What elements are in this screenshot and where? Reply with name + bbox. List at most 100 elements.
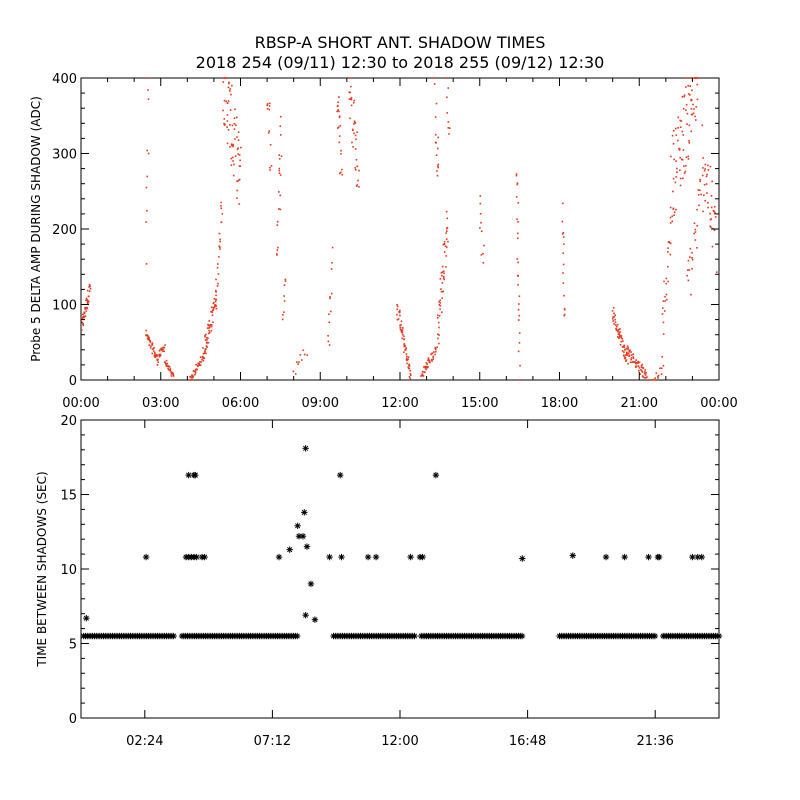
top-data-point xyxy=(216,263,219,265)
baseline-point xyxy=(715,632,723,640)
top-data-point xyxy=(218,246,221,249)
top-data-point xyxy=(238,178,241,181)
top-data-point xyxy=(276,249,279,251)
top-data-point xyxy=(220,201,222,204)
top-data-point xyxy=(430,353,432,356)
top-data-point xyxy=(268,130,271,132)
top-data-point xyxy=(663,310,666,312)
top-data-point xyxy=(203,352,205,355)
top-data-point xyxy=(640,369,642,371)
top-data-point xyxy=(483,244,485,247)
top-data-point xyxy=(350,85,352,88)
top-data-point xyxy=(354,167,357,169)
top-data-point xyxy=(665,293,668,296)
top-data-point xyxy=(427,357,430,359)
top-data-point xyxy=(198,364,201,366)
top-data-point xyxy=(217,282,219,285)
top-data-point xyxy=(279,115,282,118)
top-data-point xyxy=(519,364,521,367)
top-data-point xyxy=(279,194,282,197)
top-data-point xyxy=(399,328,402,331)
top-data-point xyxy=(669,253,672,256)
top-data-point xyxy=(234,155,237,157)
top-data-point xyxy=(431,360,433,362)
top-data-point xyxy=(338,141,341,144)
top-data-point xyxy=(635,366,637,368)
top-data-point xyxy=(613,316,616,318)
top-data-point xyxy=(408,363,411,366)
top-data-point xyxy=(696,224,698,227)
top-data-point xyxy=(213,301,215,304)
top-data-point xyxy=(233,122,236,125)
top-data-point xyxy=(663,280,665,283)
top-data-point xyxy=(644,369,646,371)
top-data-point xyxy=(338,116,341,119)
top-data-point xyxy=(195,363,197,366)
top-data-point xyxy=(696,77,698,79)
top-data-point xyxy=(162,346,165,349)
top-data-point xyxy=(233,128,236,130)
top-data-point xyxy=(423,366,425,368)
top-data-point xyxy=(651,379,654,381)
top-data-point xyxy=(219,238,221,241)
top-data-point xyxy=(713,205,716,208)
top-data-point xyxy=(679,177,682,180)
top-data-point xyxy=(147,152,150,155)
top-data-point xyxy=(432,351,435,353)
top-data-point xyxy=(637,360,639,363)
top-data-point xyxy=(170,371,172,373)
top-data-point xyxy=(445,255,448,257)
top-data-point xyxy=(215,298,218,301)
top-data-point xyxy=(710,195,713,197)
bottom-data-point xyxy=(83,614,90,622)
top-data-point xyxy=(158,354,160,356)
top-data-point xyxy=(437,165,439,168)
top-data-point xyxy=(284,280,287,282)
top-data-point xyxy=(358,169,360,172)
top-plot-frame xyxy=(80,77,720,381)
top-data-point xyxy=(204,350,206,353)
top-data-point xyxy=(700,193,702,196)
top-data-point xyxy=(694,239,697,241)
top-x-tick-label: 18:00 xyxy=(541,396,578,411)
top-data-point xyxy=(208,326,211,329)
top-data-point xyxy=(424,366,426,369)
top-data-point xyxy=(435,348,437,351)
top-data-point xyxy=(614,321,617,323)
top-data-point xyxy=(165,359,168,362)
top-data-point xyxy=(327,340,330,343)
top-data-point xyxy=(215,307,218,310)
top-data-point xyxy=(632,357,635,360)
top-data-point xyxy=(563,308,566,311)
top-data-point xyxy=(517,308,520,311)
top-data-point xyxy=(152,350,155,352)
top-data-point xyxy=(642,367,645,369)
bottom-x-tick-label: 02:24 xyxy=(126,734,163,749)
top-data-point xyxy=(690,113,693,116)
bottom-axes: 02:24 07:12 12:00 16:48 21:36 0 5 10 15 20 xyxy=(60,414,719,749)
top-data-point xyxy=(400,324,402,326)
top-data-point xyxy=(628,354,631,357)
top-data-point xyxy=(437,136,439,139)
top-data-point xyxy=(627,362,629,365)
top-data-point xyxy=(562,236,565,238)
top-data-point xyxy=(446,227,448,230)
top-data-point xyxy=(713,229,716,232)
top-data-point xyxy=(269,166,271,169)
top-data-point xyxy=(675,160,677,162)
top-data-point xyxy=(682,177,684,180)
top-data-point xyxy=(427,359,429,362)
top-data-point xyxy=(667,247,669,249)
top-data-point xyxy=(294,373,297,375)
top-data-point xyxy=(238,154,241,156)
top-data-point xyxy=(623,355,625,358)
top-data-point xyxy=(171,371,174,374)
top-data-point xyxy=(199,364,202,366)
top-data-point xyxy=(88,283,91,286)
top-data-point xyxy=(153,351,156,354)
top-data-point xyxy=(611,310,614,312)
top-data-point xyxy=(683,165,685,167)
top-data-point xyxy=(661,313,664,315)
top-data-point xyxy=(278,167,281,170)
top-data-point xyxy=(437,163,440,166)
